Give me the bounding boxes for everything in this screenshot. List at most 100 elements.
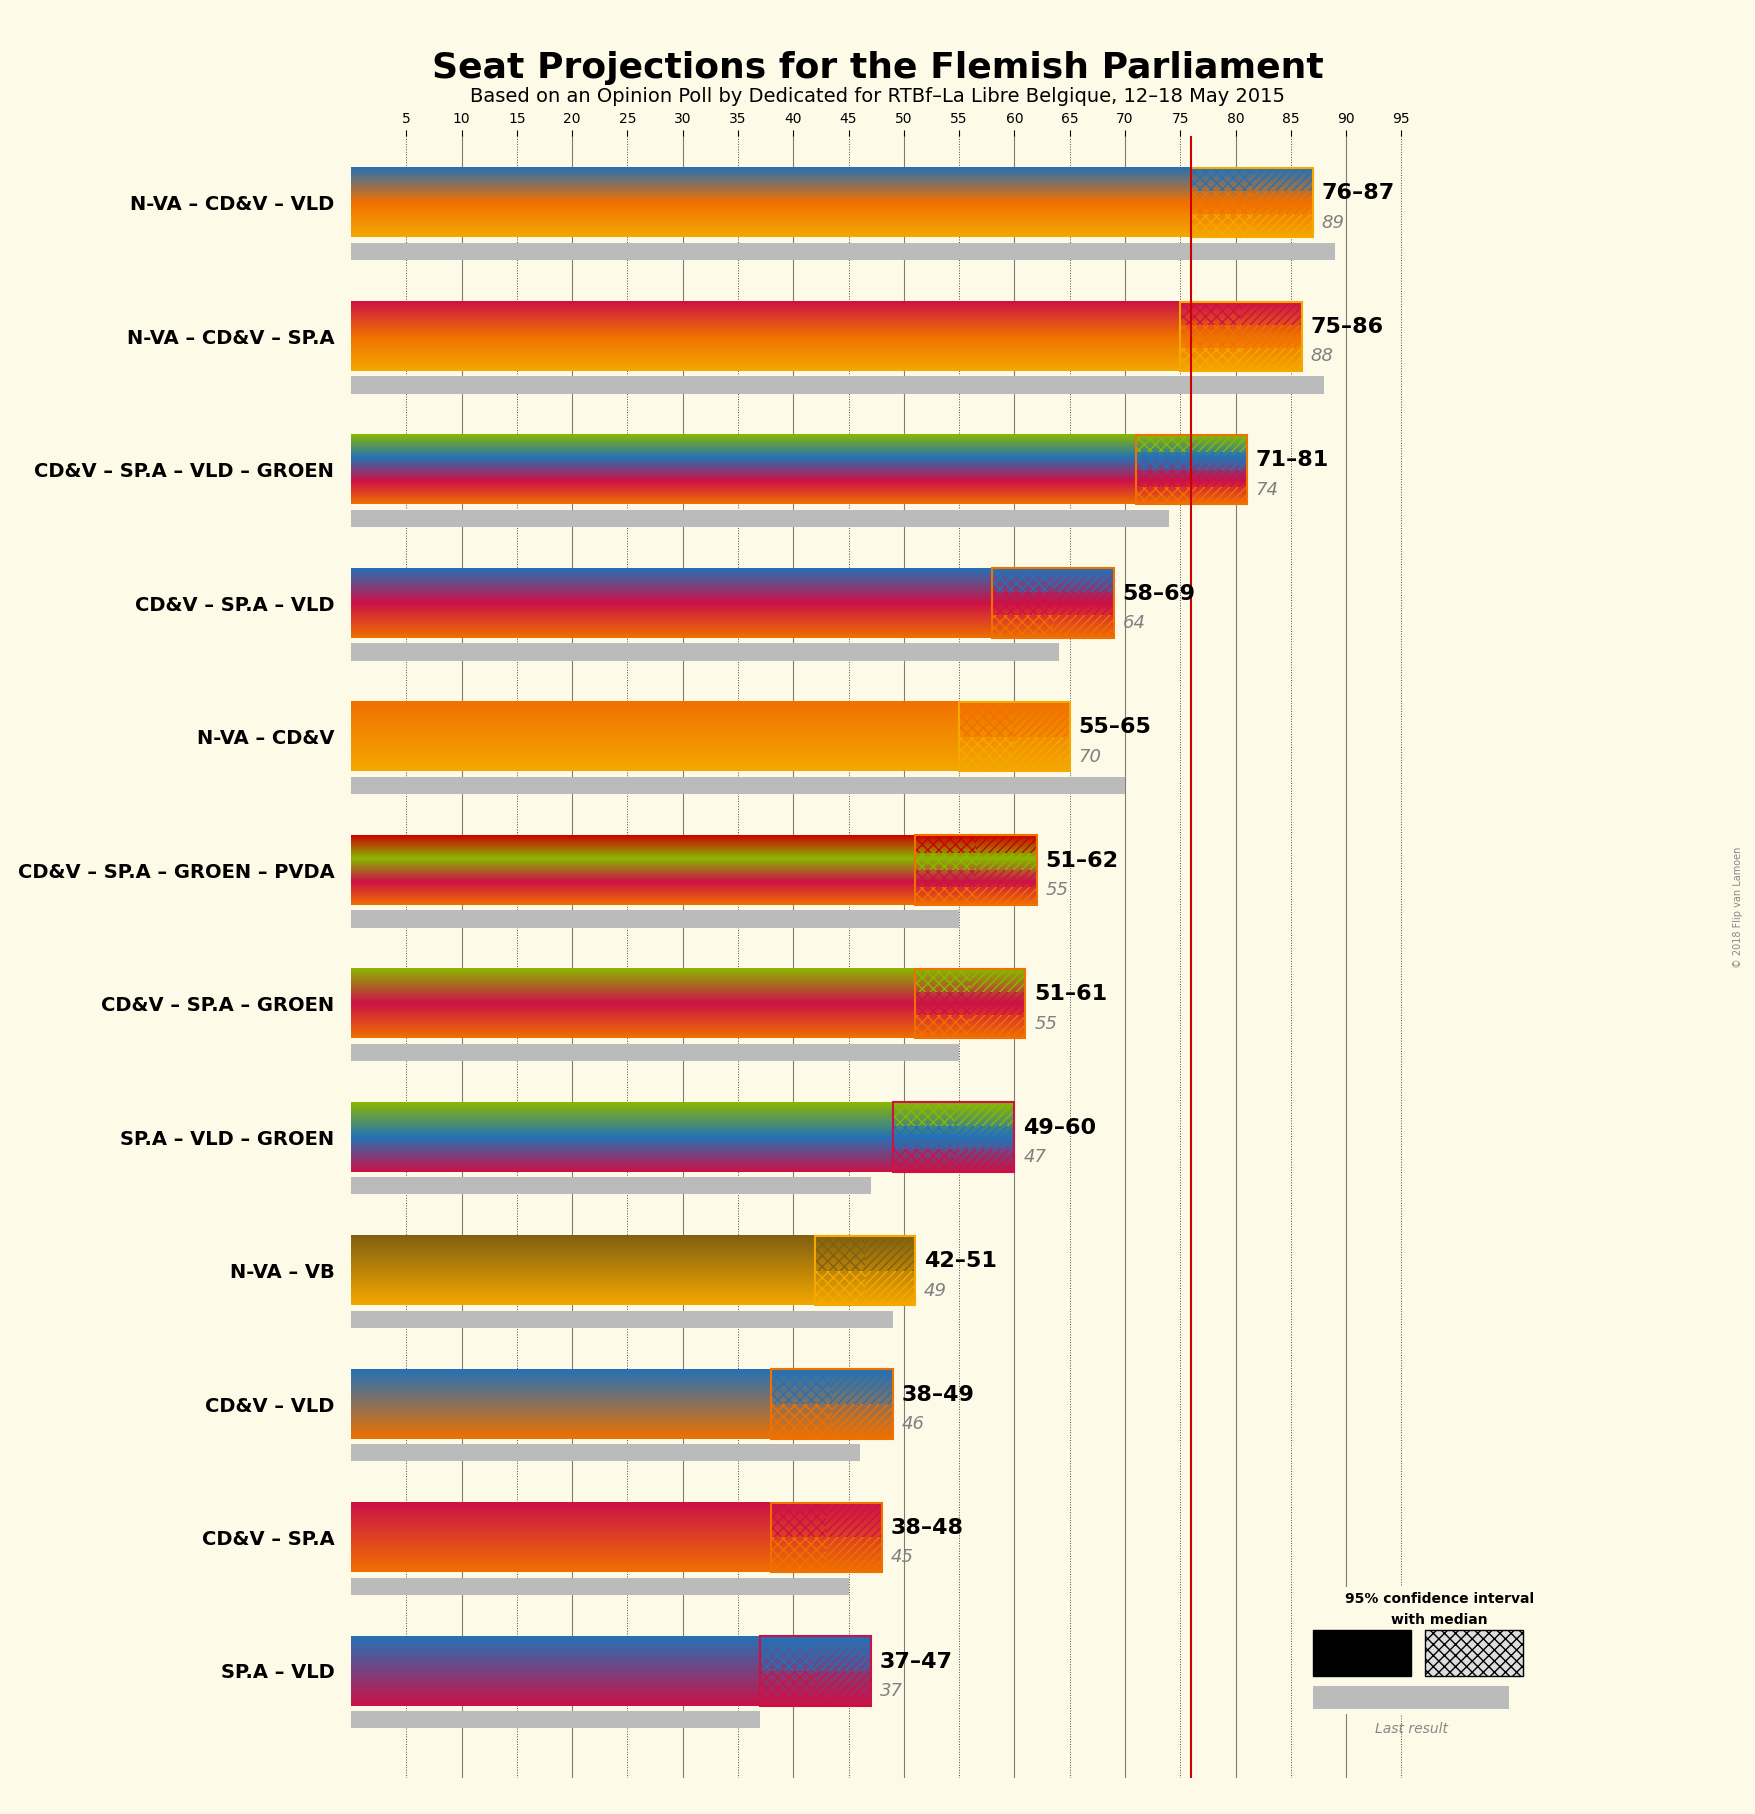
Bar [953,1103,1014,1125]
Bar [1135,435,1192,452]
Bar [992,568,1053,591]
Text: 70: 70 [1079,747,1102,766]
Bar [992,591,1053,615]
Bar [1014,702,1069,736]
Bar [1425,1631,1523,1676]
Bar [976,871,1037,887]
Text: 58–69: 58–69 [1123,584,1195,604]
Text: 74: 74 [1255,481,1278,499]
Bar [351,510,1169,528]
Bar [832,1404,893,1439]
Bar [351,911,958,927]
Bar [1192,214,1251,238]
Bar [760,1636,870,1705]
Text: 55–65: 55–65 [1079,717,1151,736]
Bar [816,1636,870,1671]
Text: 64: 64 [1123,615,1146,633]
Bar [971,992,1025,1016]
Bar [1053,568,1114,591]
Bar [914,992,971,1016]
Bar [1251,214,1313,238]
Text: Based on an Opinion Poll by Dedicated for RTBf–La Libre Belgique, 12–18 May 2015: Based on an Opinion Poll by Dedicated fo… [470,87,1285,105]
Bar [1135,470,1192,488]
Bar [1179,301,1302,370]
Bar [351,644,1058,660]
Bar [958,702,1014,736]
Bar [1192,435,1246,452]
Text: 42–51: 42–51 [923,1252,997,1272]
Text: 89: 89 [1322,214,1344,232]
Text: 46: 46 [902,1415,925,1433]
Bar [865,1270,914,1306]
Text: 76–87: 76–87 [1322,183,1395,203]
Bar [351,776,1125,795]
Bar [1192,452,1246,470]
Bar [1251,190,1313,214]
Text: 95% confidence interval: 95% confidence interval [1344,1593,1534,1607]
Bar [958,702,1069,771]
Bar [1053,615,1114,639]
Bar [865,1235,914,1270]
Bar [351,1711,760,1729]
Bar [914,871,976,887]
Bar [1192,169,1251,190]
Bar [351,1444,860,1462]
Bar [1014,736,1069,771]
Bar [1313,1687,1509,1709]
Bar [351,1578,848,1595]
Bar [1179,348,1241,370]
Bar [914,969,971,992]
Text: 51–62: 51–62 [1046,851,1118,871]
Bar [976,836,1037,853]
Text: 49–60: 49–60 [1023,1117,1097,1137]
Bar [1241,348,1302,370]
Bar [351,375,1323,394]
Bar [914,887,976,905]
Bar [893,1125,953,1148]
Bar [1135,488,1192,504]
Text: 45: 45 [890,1549,914,1567]
Bar [1192,488,1246,504]
Bar [351,1310,893,1328]
Bar [953,1125,1014,1148]
Bar [816,1235,865,1270]
Text: 38–48: 38–48 [890,1518,963,1538]
Bar [770,1370,893,1439]
Bar [827,1538,881,1573]
Bar [1135,452,1192,470]
Bar [1179,325,1241,348]
Text: with median: with median [1390,1613,1488,1627]
Bar [893,1148,953,1172]
Bar [1135,435,1246,504]
Bar [893,1103,953,1125]
Bar [893,1103,1014,1172]
Text: Seat Projections for the Flemish Parliament: Seat Projections for the Flemish Parliam… [432,51,1323,85]
Text: 75–86: 75–86 [1311,317,1385,337]
Bar [1313,1631,1411,1676]
Bar [971,1016,1025,1038]
Bar [770,1370,832,1404]
Text: 88: 88 [1311,346,1334,365]
Text: 55: 55 [1046,882,1069,900]
Text: © 2018 Flip van Lamoen: © 2018 Flip van Lamoen [1732,847,1743,967]
Bar [992,615,1053,639]
Bar [832,1370,893,1404]
Bar [827,1502,881,1538]
Bar [992,568,1114,639]
Bar [760,1636,816,1671]
Bar [1241,301,1302,325]
Bar [958,736,1014,771]
Text: Last result: Last result [1374,1721,1448,1736]
Bar [971,969,1025,992]
Bar [976,887,1037,905]
Bar [976,853,1037,871]
Text: 71–81: 71–81 [1255,450,1329,470]
Bar [953,1148,1014,1172]
Bar [816,1671,870,1705]
Bar [816,1270,865,1306]
Bar [770,1404,832,1439]
Text: 38–49: 38–49 [902,1384,974,1404]
Bar [351,243,1336,259]
Text: 51–61: 51–61 [1034,985,1107,1005]
Text: 55: 55 [1034,1014,1057,1032]
